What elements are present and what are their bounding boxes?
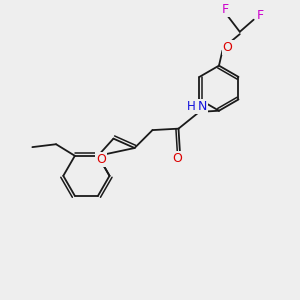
Text: N: N <box>198 100 208 113</box>
Text: F: F <box>222 3 229 16</box>
Text: F: F <box>256 9 264 22</box>
Text: O: O <box>223 40 232 54</box>
Text: H: H <box>187 100 196 113</box>
Text: O: O <box>96 153 106 166</box>
Text: O: O <box>173 152 183 165</box>
